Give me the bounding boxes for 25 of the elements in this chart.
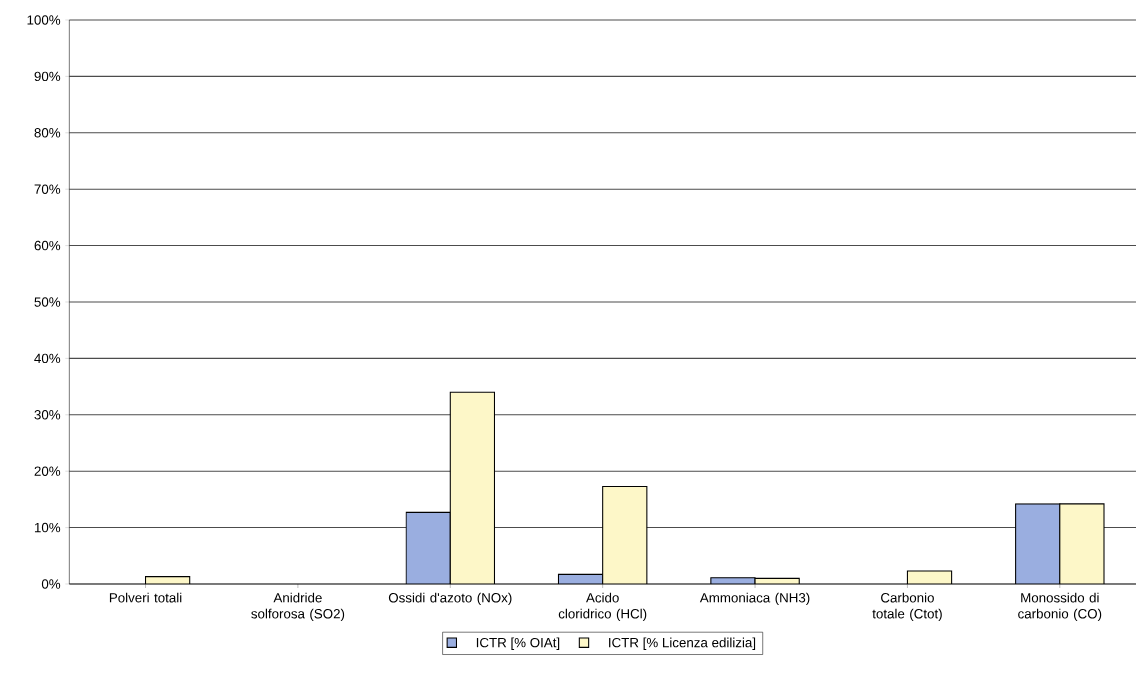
y-tick-label: 80%: [34, 128, 61, 138]
bar: [1015, 503, 1061, 584]
x-tick-label: Acido cloridrico (HCl): [558, 592, 647, 622]
y-tick-label: 20%: [34, 466, 61, 476]
y-tick-label: 70%: [34, 184, 61, 194]
y-tick-label: 40%: [34, 353, 61, 364]
bar: [1059, 503, 1105, 584]
y-tick-label: 30%: [34, 410, 61, 420]
y-tick-label: 10%: [34, 522, 61, 533]
y-tick-label: 60%: [34, 240, 61, 251]
x-tick-label: Monossido di carbonio (CO): [1018, 592, 1102, 622]
bar: [602, 485, 648, 584]
y-tick-label: 100%: [27, 15, 61, 25]
x-tick-label: Ammoniaca (NH3): [699, 592, 810, 606]
bar: [449, 391, 496, 584]
y-tick-label: 50%: [34, 297, 61, 307]
x-tick-label: Polveri totali: [109, 592, 182, 603]
x-tick-label: Carbonio totale (Ctot): [872, 592, 942, 622]
legend-label: ICTR [% OIAt]: [476, 637, 560, 650]
bar: [405, 511, 451, 584]
x-tick-label: Ossidi d'azoto (NOx): [388, 592, 512, 606]
legend-label: ICTR [% Licenza edilizia]: [609, 637, 756, 650]
x-tick-label: Anidride solforosa (SO2): [251, 592, 345, 622]
y-tick-label: 90%: [34, 71, 61, 82]
y-tick-label: 0%: [41, 579, 61, 589]
